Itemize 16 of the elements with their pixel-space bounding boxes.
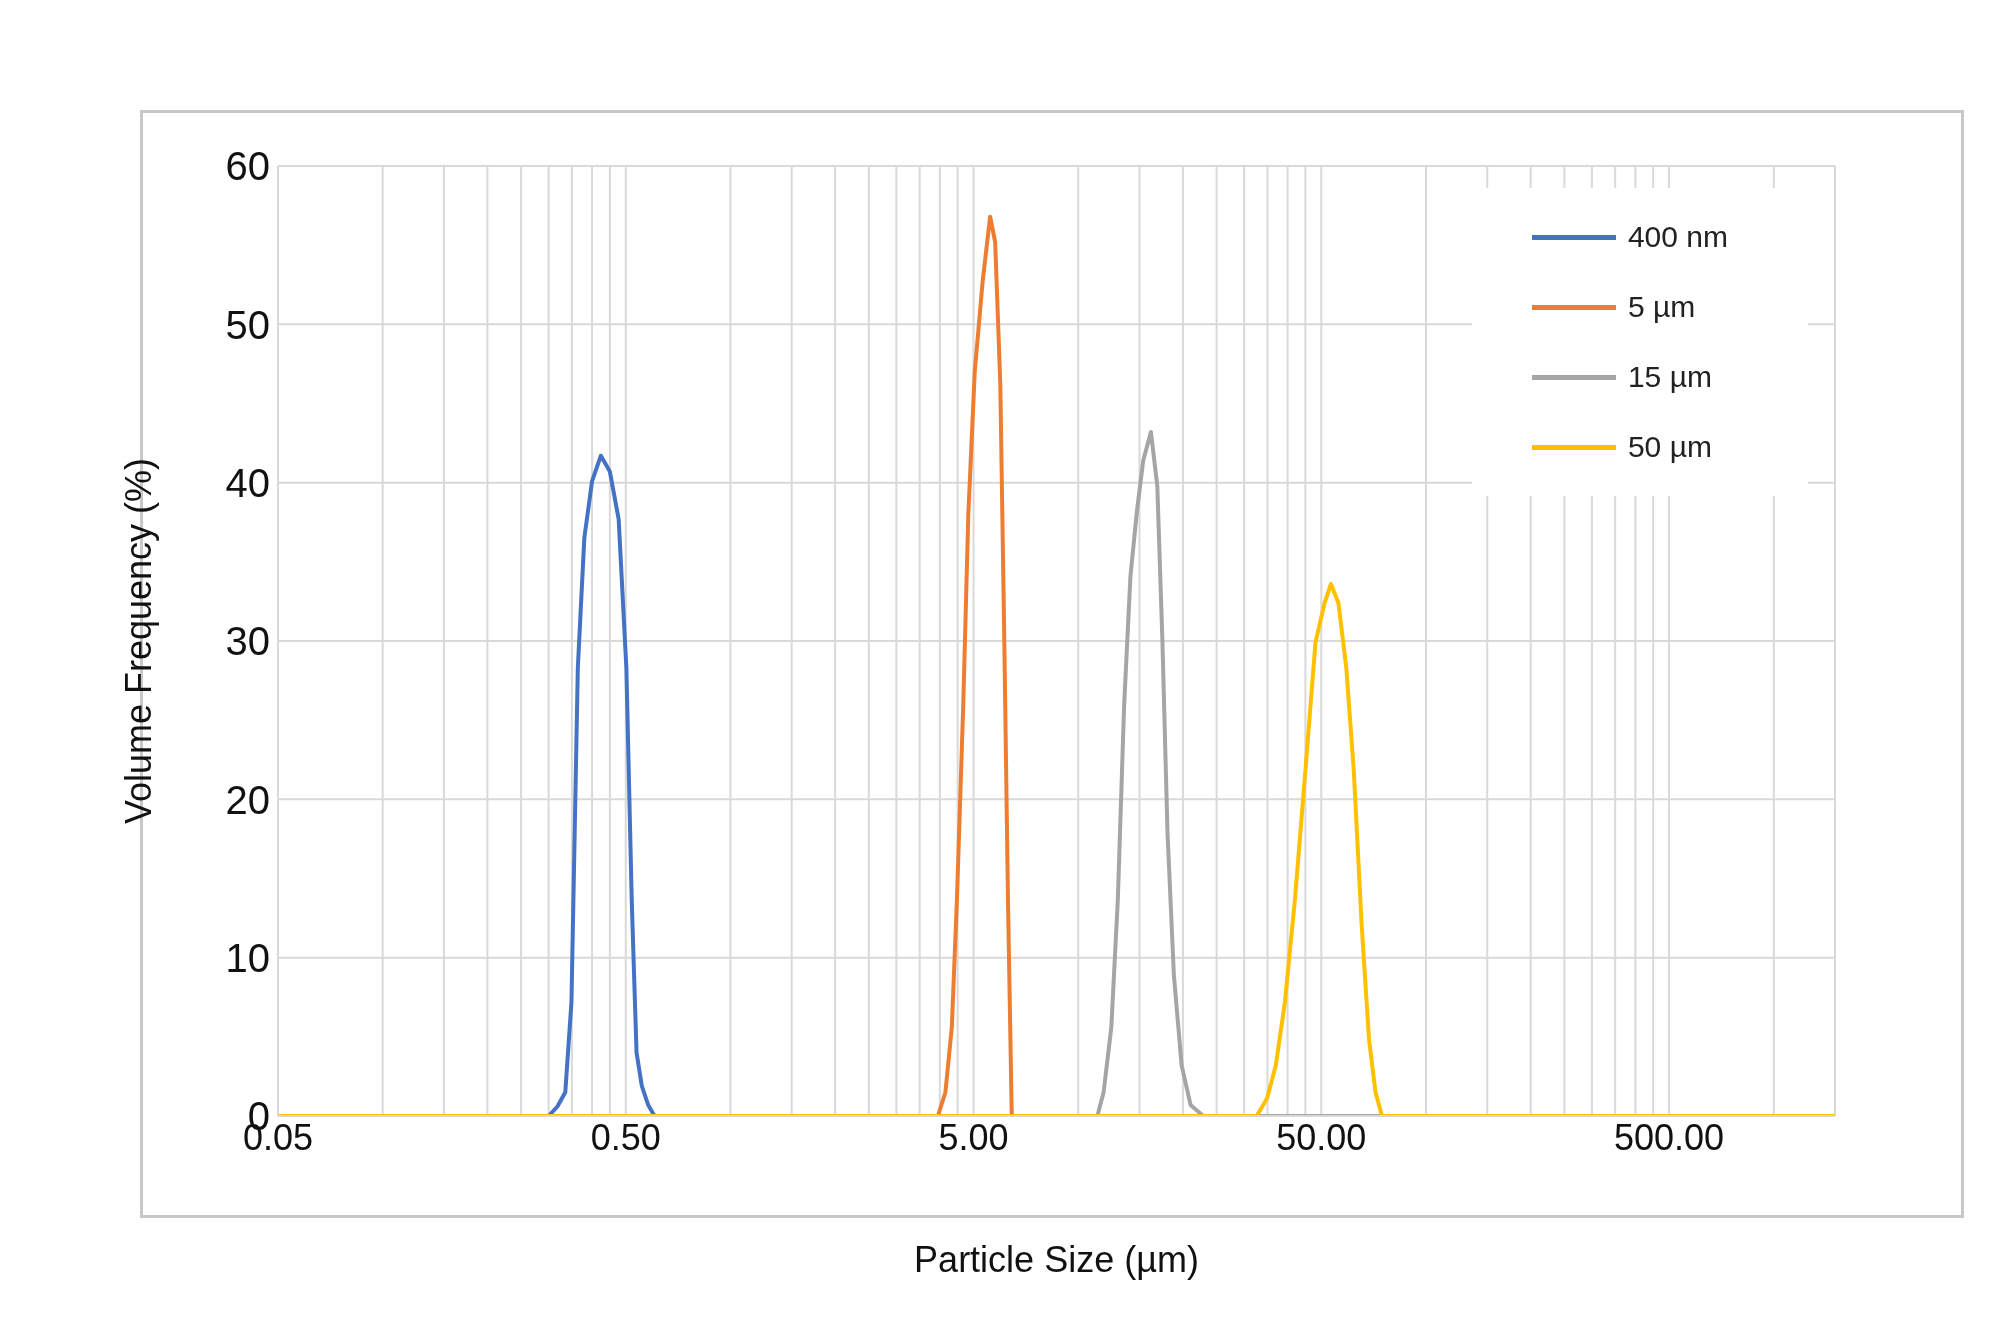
x-tick-label: 5.00 xyxy=(938,1116,1009,1158)
y-tick-label: 30 xyxy=(225,619,270,664)
y-tick-label: 40 xyxy=(225,460,270,505)
x-axis-title: Particle Size (µm) xyxy=(914,1238,1199,1280)
legend-label: 50 µm xyxy=(1627,430,1712,464)
x-tick-label: 500.00 xyxy=(1614,1116,1725,1158)
legend-label: 15 µm xyxy=(1627,360,1712,394)
y-axis-title: Volume Frequency (%) xyxy=(117,457,159,825)
x-tick-label: 0.50 xyxy=(590,1116,661,1158)
legend-label: 400 nm xyxy=(1627,220,1728,254)
y-tick-label: 50 xyxy=(225,302,270,347)
x-tick-label: 50.00 xyxy=(1276,1116,1367,1158)
legend-label: 5 µm xyxy=(1627,290,1696,324)
y-tick-label: 20 xyxy=(225,777,270,822)
y-tick-label: 60 xyxy=(225,144,270,189)
y-tick-label: 10 xyxy=(225,935,270,980)
